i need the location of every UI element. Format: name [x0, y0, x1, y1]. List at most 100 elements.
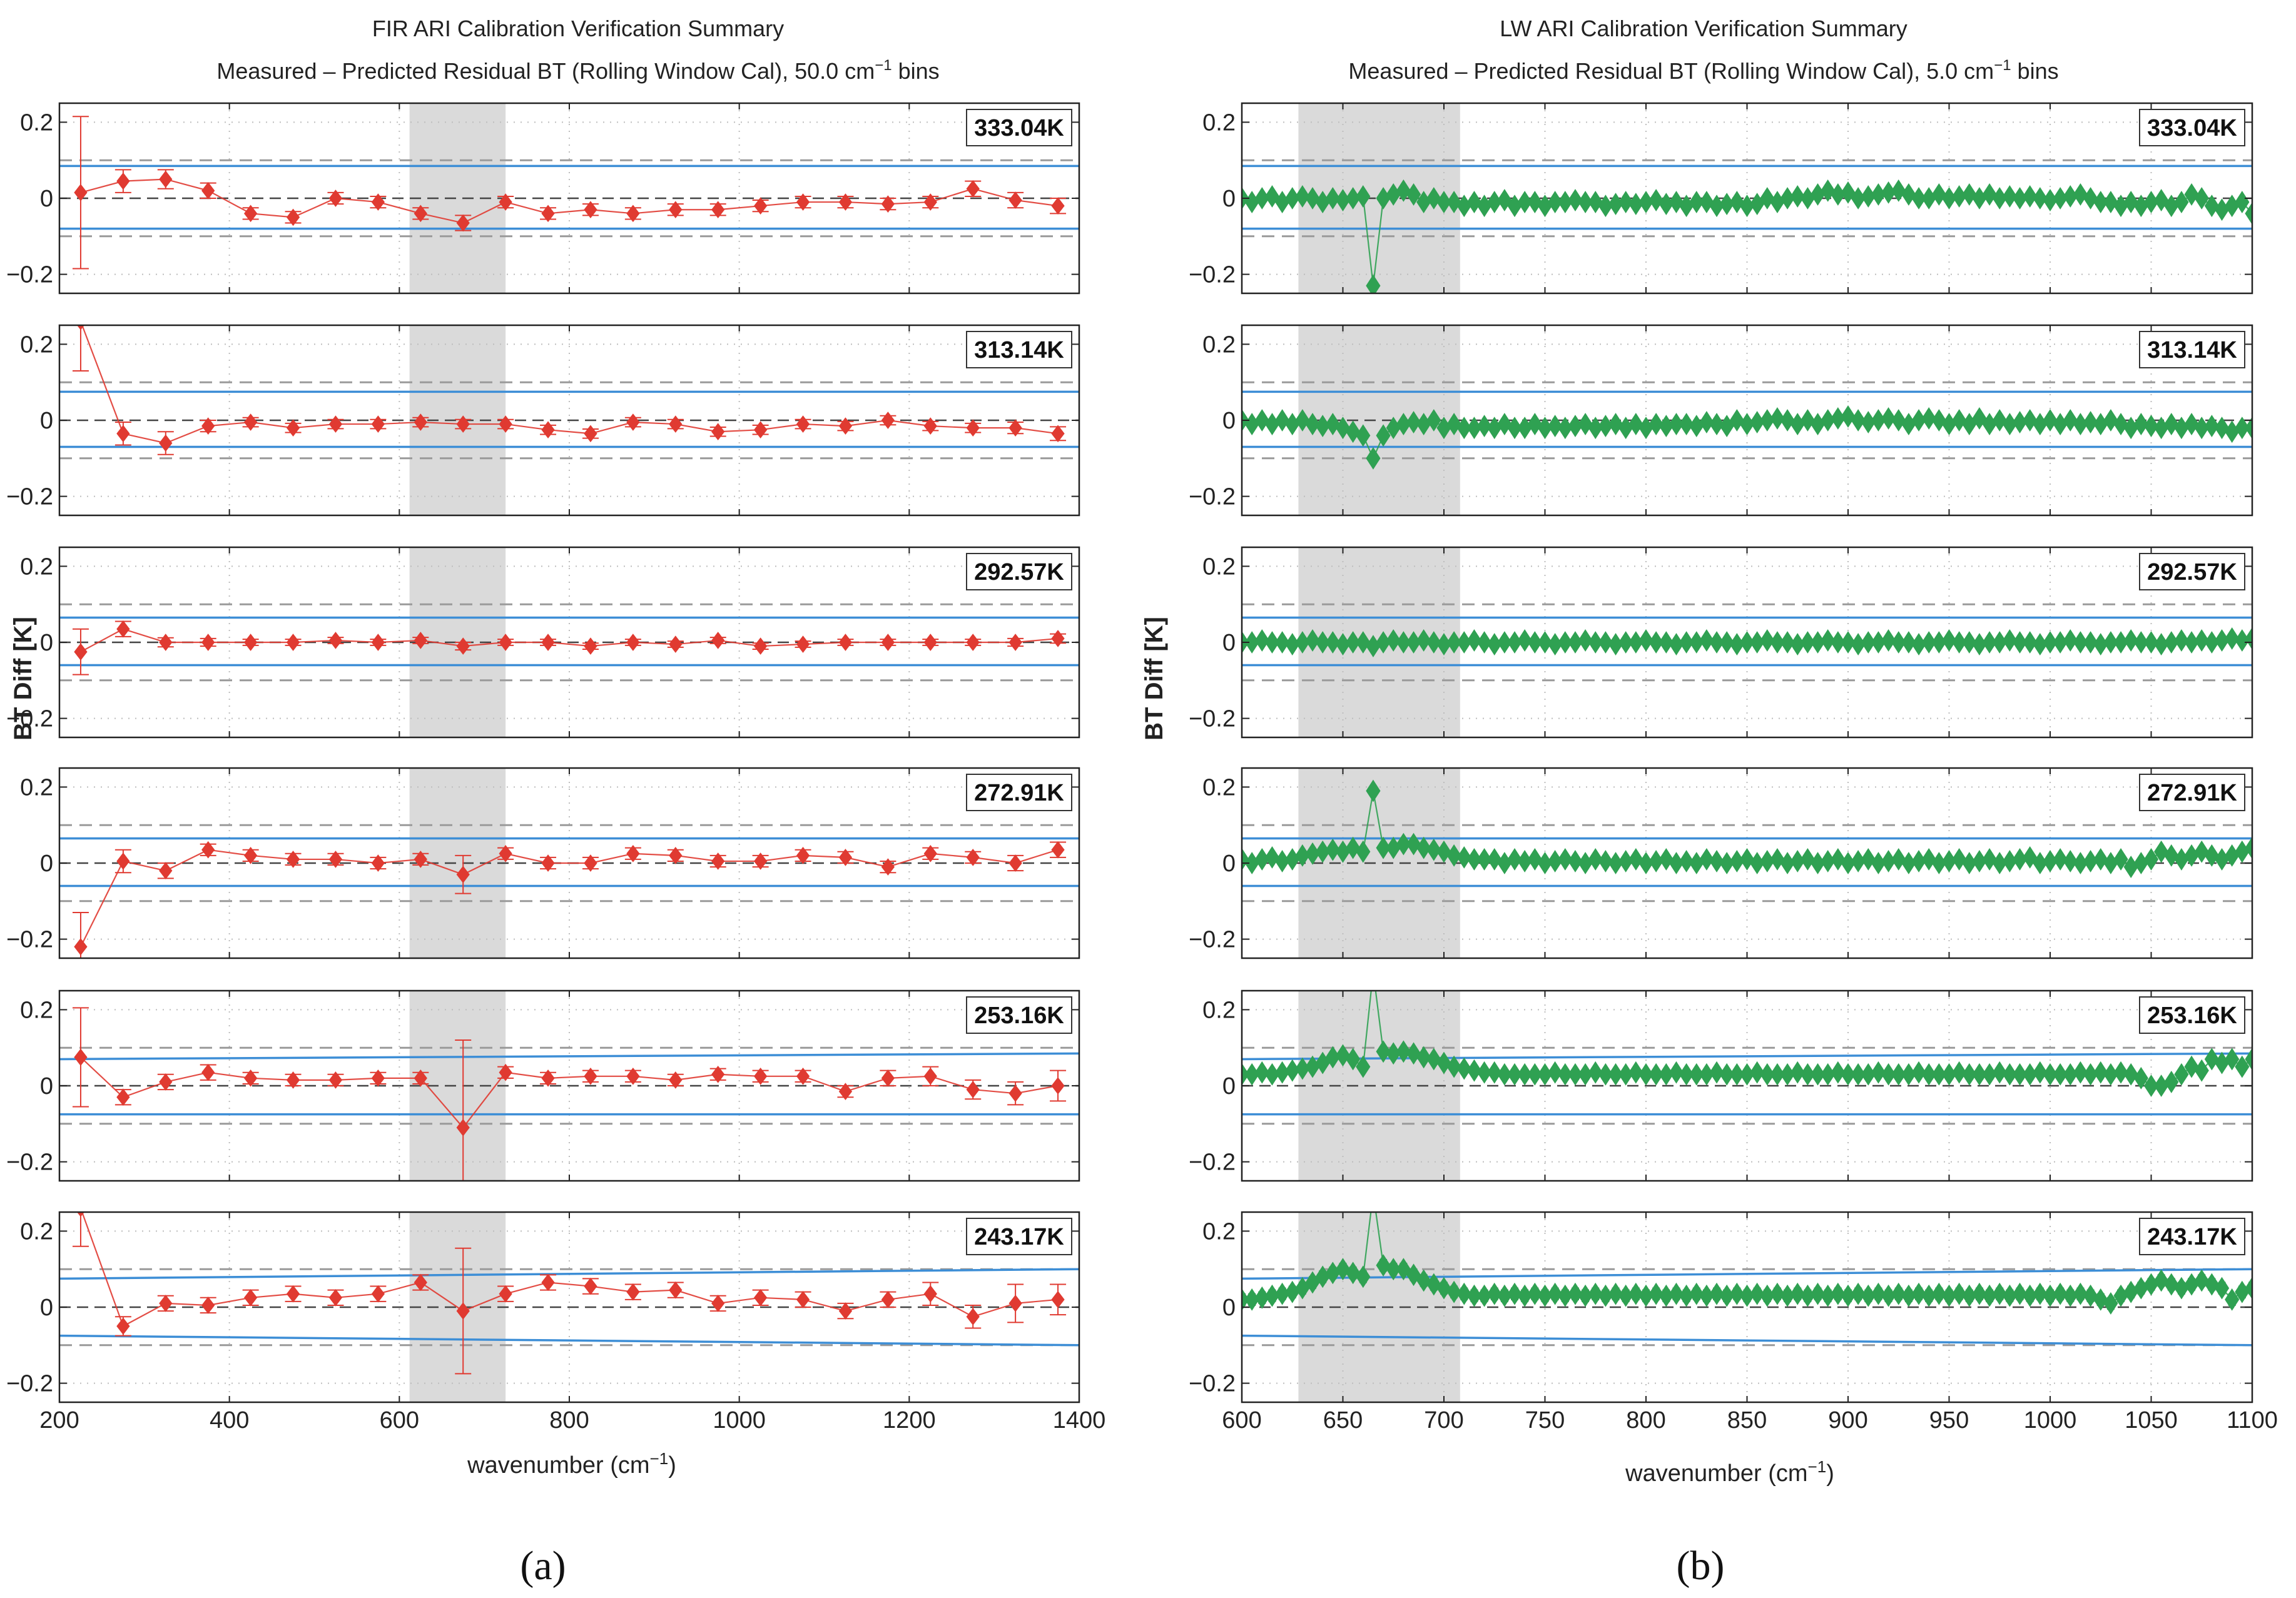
lw-data-point — [1669, 191, 1684, 214]
lw-data-point — [1426, 1273, 1441, 1296]
lw-data-point — [1800, 1063, 1815, 1086]
lw-ytick-label: 0 — [1222, 186, 1236, 212]
lw-subtitle-sup: −1 — [1994, 57, 2011, 74]
lw-data-point — [1982, 631, 1997, 654]
lw-data-point — [1517, 629, 1532, 652]
lw-data-point — [1578, 629, 1593, 652]
lw-data-point — [1709, 1282, 1724, 1305]
lw-data-point — [1527, 847, 1542, 871]
fir-data-point — [414, 632, 427, 649]
lw-data-point — [2184, 1055, 2199, 1078]
lw-data-point — [1356, 631, 1371, 654]
lw-data-point — [2174, 191, 2189, 214]
lw-data-point — [1588, 631, 1603, 654]
fir-data-point — [584, 854, 597, 872]
lw-temp-label: 333.04K — [2147, 115, 2237, 141]
lw-data-point — [1810, 1282, 1826, 1305]
fir-data-point — [286, 634, 300, 651]
fir-data-point — [753, 1067, 768, 1085]
lw-data-point — [1436, 1051, 1451, 1075]
fir-data-point — [881, 1070, 895, 1087]
lw-temp-label: 243.17K — [2147, 1224, 2237, 1250]
fir-data-point — [1008, 419, 1022, 437]
lw-data-point — [1719, 631, 1734, 654]
fir-data-point — [499, 415, 512, 433]
lw-data-point — [1356, 1265, 1371, 1288]
lw-data-point — [1466, 1059, 1482, 1082]
lw-xtick-label: 900 — [1828, 1407, 1867, 1434]
lw-data-point — [2053, 1282, 2068, 1305]
lw-data-point — [1568, 189, 1583, 211]
lw-data-point — [2143, 631, 2159, 654]
fir-ytick-label: 0.2 — [20, 1218, 53, 1245]
lw-data-point — [1406, 411, 1421, 433]
lw-data-point — [1426, 187, 1441, 210]
fir-ylabel: BT Diff [K] — [9, 617, 37, 741]
fir-data-point — [838, 849, 853, 866]
lw-data-point — [1366, 447, 1381, 470]
lw-data-point — [1831, 1061, 1846, 1084]
lw-data-point — [1548, 415, 1563, 438]
fir-data-point — [923, 1067, 937, 1085]
lw-data-point — [1770, 631, 1785, 654]
fir-data-point — [328, 190, 343, 207]
lw-data-point — [1477, 1061, 1492, 1084]
fir-temp-label-box — [966, 774, 1072, 811]
lw-data-point — [1699, 191, 1714, 214]
fir-xtick-label: 1200 — [883, 1407, 936, 1434]
lw-data-point — [2133, 413, 2148, 436]
lw-data-point — [2204, 1273, 2219, 1296]
fir-data-point — [371, 1070, 385, 1087]
fir-data-point — [966, 180, 980, 198]
fir-data-point — [711, 201, 725, 219]
fir-data-point — [328, 1288, 343, 1307]
lw-data-point — [1446, 1055, 1461, 1078]
lw-data-point — [1689, 191, 1704, 214]
fir-ytick-label: −0.2 — [6, 1371, 53, 1397]
lw-data-point — [1679, 631, 1694, 654]
lw-data-point — [1456, 846, 1471, 869]
lw-data-point — [1537, 631, 1553, 654]
fir-data-point — [541, 854, 555, 872]
lw-plot-area-6 — [1242, 1212, 2252, 1402]
fir-data-point — [669, 415, 683, 433]
fir-data-point — [414, 851, 427, 868]
lw-xtick-label: 700 — [1424, 1407, 1463, 1434]
fir-temp-label: 292.57K — [974, 559, 1064, 585]
fir-xtick-label: 1400 — [1053, 1407, 1106, 1434]
fir-data-point — [966, 1308, 980, 1326]
fir-series-line — [81, 325, 1059, 444]
lw-data-point — [1456, 417, 1471, 440]
fir-data-point — [541, 1273, 555, 1292]
lw-data-point — [1588, 847, 1603, 871]
lw-data-point — [1466, 191, 1482, 214]
lw-data-point — [1588, 191, 1603, 214]
lw-data-point — [1416, 1269, 1431, 1292]
fir-data-point — [371, 193, 385, 211]
fir-data-point — [159, 170, 173, 188]
lw-data-point — [1770, 1282, 1785, 1305]
lw-data-point — [1507, 1282, 1522, 1305]
fir-panel-2: 0.2 0 −0.2 313.14K — [6, 324, 1080, 517]
fir-ytick-label: 0 — [40, 630, 53, 656]
lw-data-point — [2143, 415, 2159, 438]
fir-data-point — [626, 205, 640, 223]
lw-data-point — [2083, 631, 2098, 654]
lw-data-point — [1992, 1061, 2007, 1084]
lw-data-point — [1436, 840, 1451, 863]
lw-data-point — [1729, 1063, 1744, 1086]
lw-data-point — [2033, 1282, 2048, 1305]
lw-xtick-label: 750 — [1525, 1407, 1565, 1434]
lw-data-point — [2245, 836, 2252, 859]
panel-label-a: (a) — [520, 1543, 566, 1589]
lw-temp-label: 253.16K — [2147, 1003, 2237, 1029]
lw-ytick-label: 0 — [1222, 1295, 1236, 1321]
fir-data-point — [838, 634, 853, 651]
lw-data-point — [1648, 631, 1664, 654]
fir-data-point — [456, 637, 470, 655]
fir-ytick-label: 0 — [40, 1073, 53, 1100]
lw-data-point — [1598, 631, 1613, 654]
lw-data-point — [1719, 1063, 1734, 1086]
fir-data-point — [499, 1285, 512, 1303]
lw-data-point — [1325, 413, 1340, 436]
